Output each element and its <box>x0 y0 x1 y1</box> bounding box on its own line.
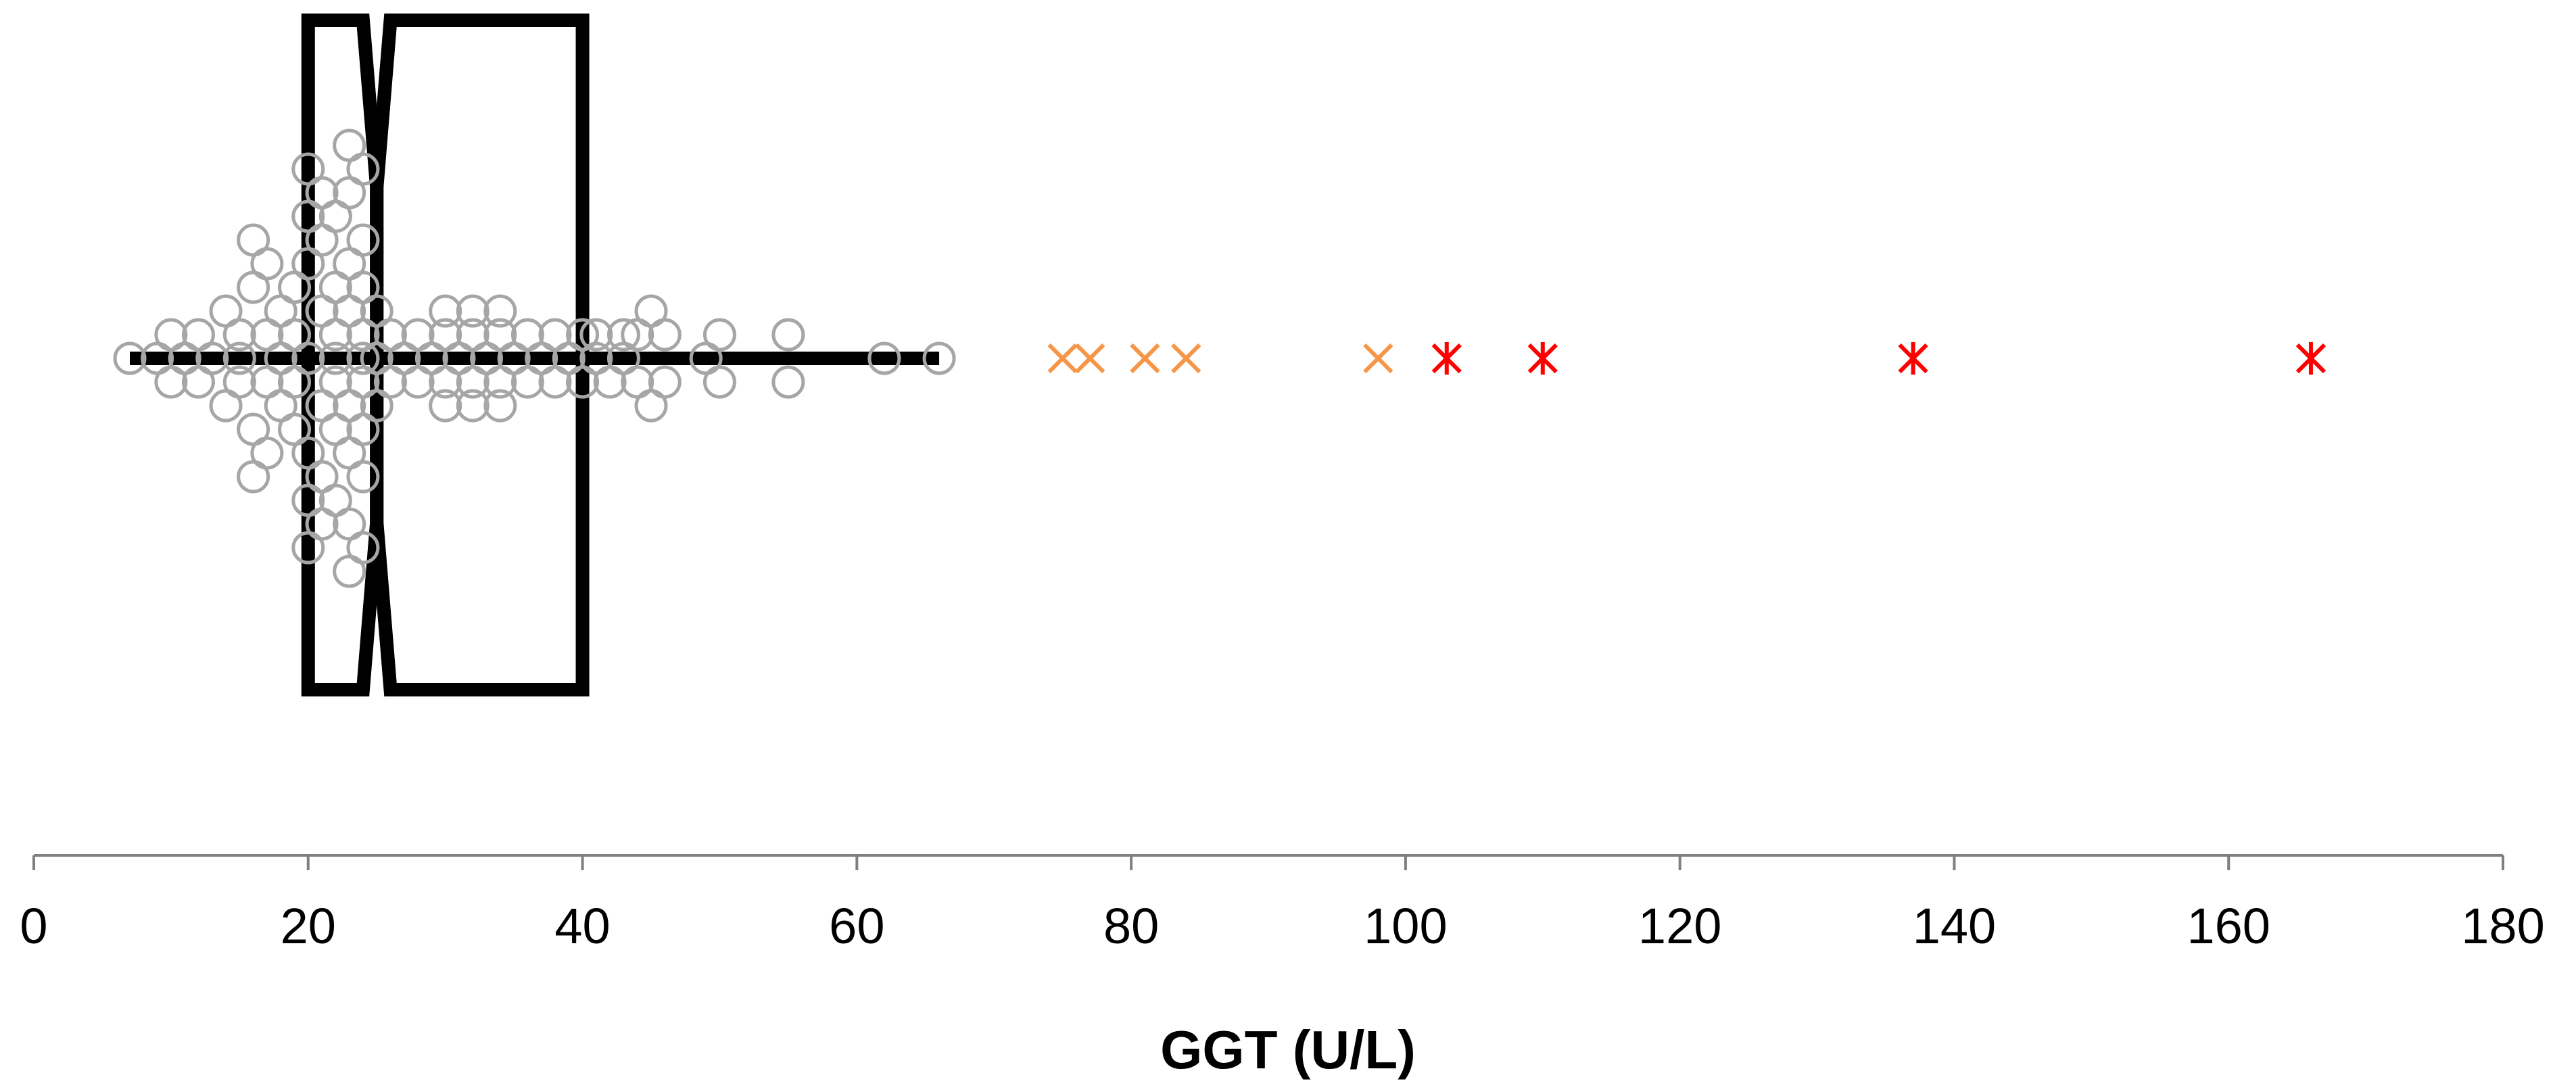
data-point-x <box>1047 343 1078 374</box>
box-plot <box>130 14 940 696</box>
data-point-circle <box>771 318 805 352</box>
data-point-circle <box>648 318 682 352</box>
data-point-circle <box>483 294 517 328</box>
data-point-asterisk <box>1431 342 1462 375</box>
data-point-x <box>1363 343 1393 374</box>
data-point-x <box>1075 343 1105 374</box>
x-tick-label: 20 <box>281 898 336 954</box>
data-point-circle <box>456 389 490 423</box>
data-point-circle <box>483 389 517 423</box>
data-point-circle <box>318 341 352 375</box>
data-point-asterisk <box>1527 342 1558 375</box>
data-point-circle <box>771 365 805 399</box>
data-point-circle <box>291 341 325 375</box>
x-tick-label: 0 <box>20 898 47 954</box>
data-point-circle <box>222 341 256 375</box>
data-point-circle <box>606 318 640 352</box>
x-tick-label: 80 <box>1103 898 1159 954</box>
data-point-circle <box>222 318 256 352</box>
data-point-asterisk <box>1898 342 1928 375</box>
data-point-circle <box>113 341 147 375</box>
box-upper-half <box>370 14 590 696</box>
data-point-circle <box>579 318 613 352</box>
data-points <box>113 128 2327 588</box>
data-point-circle <box>922 341 956 375</box>
x-tick-label: 100 <box>1364 898 1447 954</box>
data-point-asterisk <box>2295 342 2327 375</box>
x-axis-title: GGT (U/L) <box>1160 1020 1416 1080</box>
data-point-circle <box>346 152 380 186</box>
data-point-x <box>1130 343 1160 374</box>
x-axis: 0 20 40 60 80 100 120 140 160 180 <box>20 854 2545 954</box>
data-point-circle <box>250 247 284 281</box>
data-point-circle <box>250 436 284 470</box>
x-tick-label: 140 <box>1913 898 1996 954</box>
x-tick-label: 40 <box>554 898 610 954</box>
data-point-circle <box>222 365 256 399</box>
data-point-circle <box>346 341 380 375</box>
data-point-circle <box>867 341 901 375</box>
x-tick-label: 60 <box>829 898 884 954</box>
data-point-circle <box>195 341 229 375</box>
data-point-circle <box>429 389 462 423</box>
data-point-circle <box>702 365 736 399</box>
x-tick-label: 120 <box>1638 898 1721 954</box>
data-point-circle <box>346 223 380 257</box>
x-tick-label: 160 <box>2187 898 2270 954</box>
x-tick-label: 180 <box>2461 898 2544 954</box>
data-point-circle <box>456 294 490 328</box>
data-point-x <box>1171 343 1201 374</box>
data-point-circle <box>429 294 462 328</box>
data-point-circle <box>702 318 736 352</box>
data-point-circle <box>346 460 380 494</box>
data-point-circle <box>648 365 682 399</box>
data-point-circle <box>346 531 380 565</box>
